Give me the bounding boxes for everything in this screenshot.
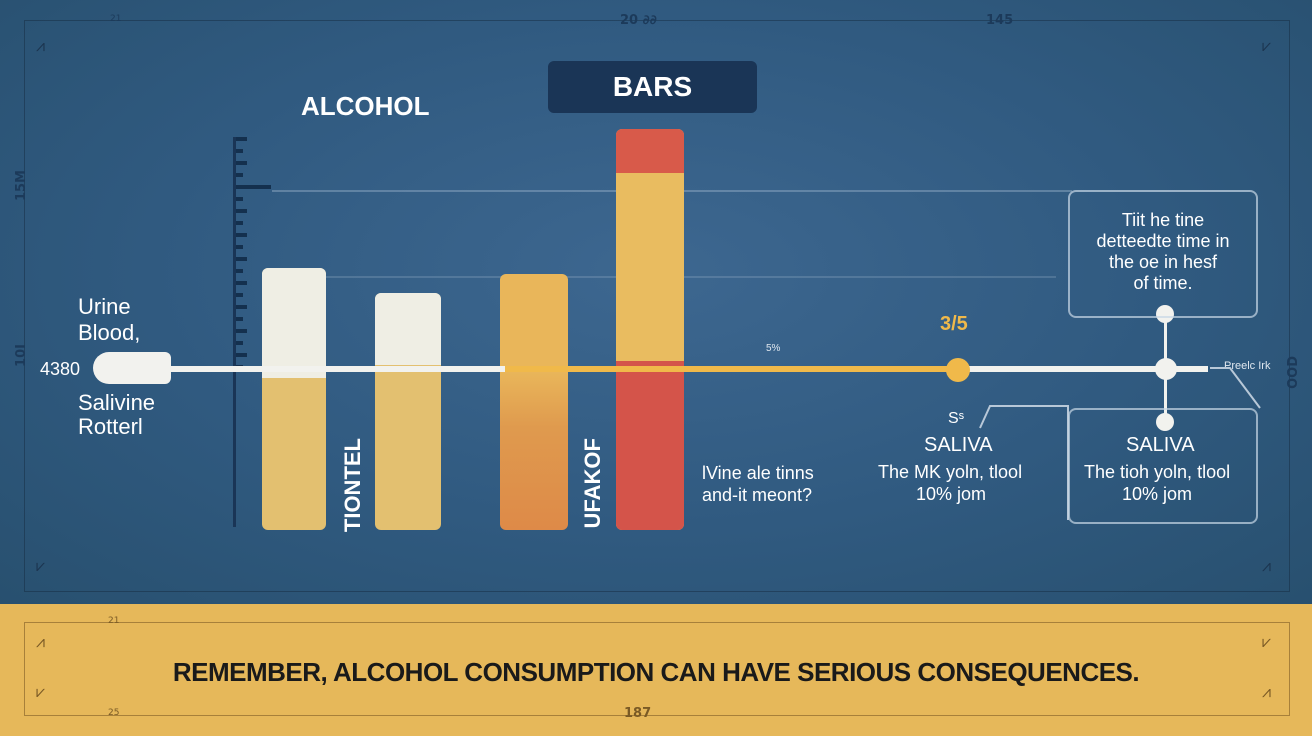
label-rotterl: Rotterl xyxy=(78,414,143,439)
callout-card xyxy=(1068,190,1258,318)
saliva-1-mark: Sˢ xyxy=(948,410,965,427)
panel-frame xyxy=(24,20,1290,592)
corner-mark-icon: ⩘ xyxy=(36,36,46,55)
corner-mark-icon: ⩗ xyxy=(36,682,46,701)
tick-top-right: 145 xyxy=(986,13,1014,28)
saliva-2-title: SALIVA xyxy=(1126,434,1195,456)
label-urine: Urine xyxy=(78,294,131,319)
callout-line-2: detteedte time in xyxy=(1096,231,1230,251)
callout-line-4: of time. xyxy=(1133,273,1193,293)
bar-2-top-segment xyxy=(375,293,441,365)
saliva-1-line-1: The MK yoln, tlool xyxy=(878,462,1023,482)
bar-4-bottom-segment xyxy=(616,361,684,530)
connector-dot-top xyxy=(1156,305,1174,323)
tick-left-lower: 10I xyxy=(14,344,29,367)
connector-line xyxy=(1164,318,1167,418)
corner-mark-icon: ⩗ xyxy=(36,556,46,575)
tick-left-upper: 15M xyxy=(14,170,29,202)
right-tag-connector xyxy=(1210,367,1261,409)
banner-frame xyxy=(24,622,1290,716)
footer-banner xyxy=(0,604,1312,736)
corner-mark-icon: ⩘ xyxy=(36,632,46,651)
bar-3 xyxy=(500,274,568,530)
bar-2 xyxy=(375,293,441,530)
axis-marker-value: 3/5 xyxy=(940,313,968,335)
label-value: 4380 xyxy=(40,359,81,379)
tick-bottom-left: 21 xyxy=(108,616,120,626)
callout-line-1: Tiit he tine xyxy=(1121,210,1205,230)
connector-dot-bottom xyxy=(1156,413,1174,431)
bar-4 xyxy=(616,129,684,530)
tick-top-left: 21 xyxy=(110,14,122,24)
corner-mark-icon: ⩗ xyxy=(1262,36,1272,55)
label-salivine: Salivine xyxy=(78,390,156,415)
footer-message: REMEMBER, ALCOHOL CONSUMPTION CAN HAVE S… xyxy=(172,657,1140,687)
page-title: ALCOHOL xyxy=(301,91,430,121)
saliva-2-line-1: The tioh yoln, tlool xyxy=(1084,462,1231,482)
tick-right: OOD xyxy=(1286,356,1301,389)
bar-1 xyxy=(262,268,326,530)
saliva-2-card xyxy=(1068,408,1258,524)
axis-small-mark: 5% xyxy=(766,343,781,354)
axis-line-white-right xyxy=(958,366,1208,372)
corner-mark-icon: ⩘ xyxy=(1262,682,1272,701)
tick-bottom: 187 xyxy=(624,706,652,721)
bar-label-1: TIONTEL xyxy=(340,438,365,533)
tick-top-mid: 20 ∂∂ xyxy=(620,13,657,28)
bar-1-top-segment xyxy=(262,268,326,378)
corner-mark-icon: ⩗ xyxy=(1262,632,1272,651)
callout-line-3: the oe in hesf xyxy=(1108,252,1218,272)
middle-text-line-1: lVine ale tinns xyxy=(702,463,814,483)
corner-mark-icon: ⩘ xyxy=(1262,556,1272,575)
tick-bottom-left-2: 25 xyxy=(108,708,120,718)
bars-title-button[interactable]: BARS xyxy=(548,61,757,113)
middle-text-line-2: and-it meont? xyxy=(702,485,813,505)
axis-line-white xyxy=(160,366,505,372)
slider-handle[interactable] xyxy=(93,352,171,384)
bar-label-2: UFAKOF xyxy=(580,438,605,529)
axis-marker-dot[interactable] xyxy=(946,358,970,382)
axis-line-yellow xyxy=(505,366,958,372)
saliva-2-line-2: 10% jom xyxy=(1122,484,1193,504)
axis-right-tag: Preelc Irk xyxy=(1224,360,1271,372)
saliva-1-title: SALIVA xyxy=(924,434,993,456)
label-blood: Blood, xyxy=(78,320,141,345)
bar-4-top-segment xyxy=(616,129,684,173)
saliva-1-line-2: 10% jom xyxy=(916,484,987,504)
